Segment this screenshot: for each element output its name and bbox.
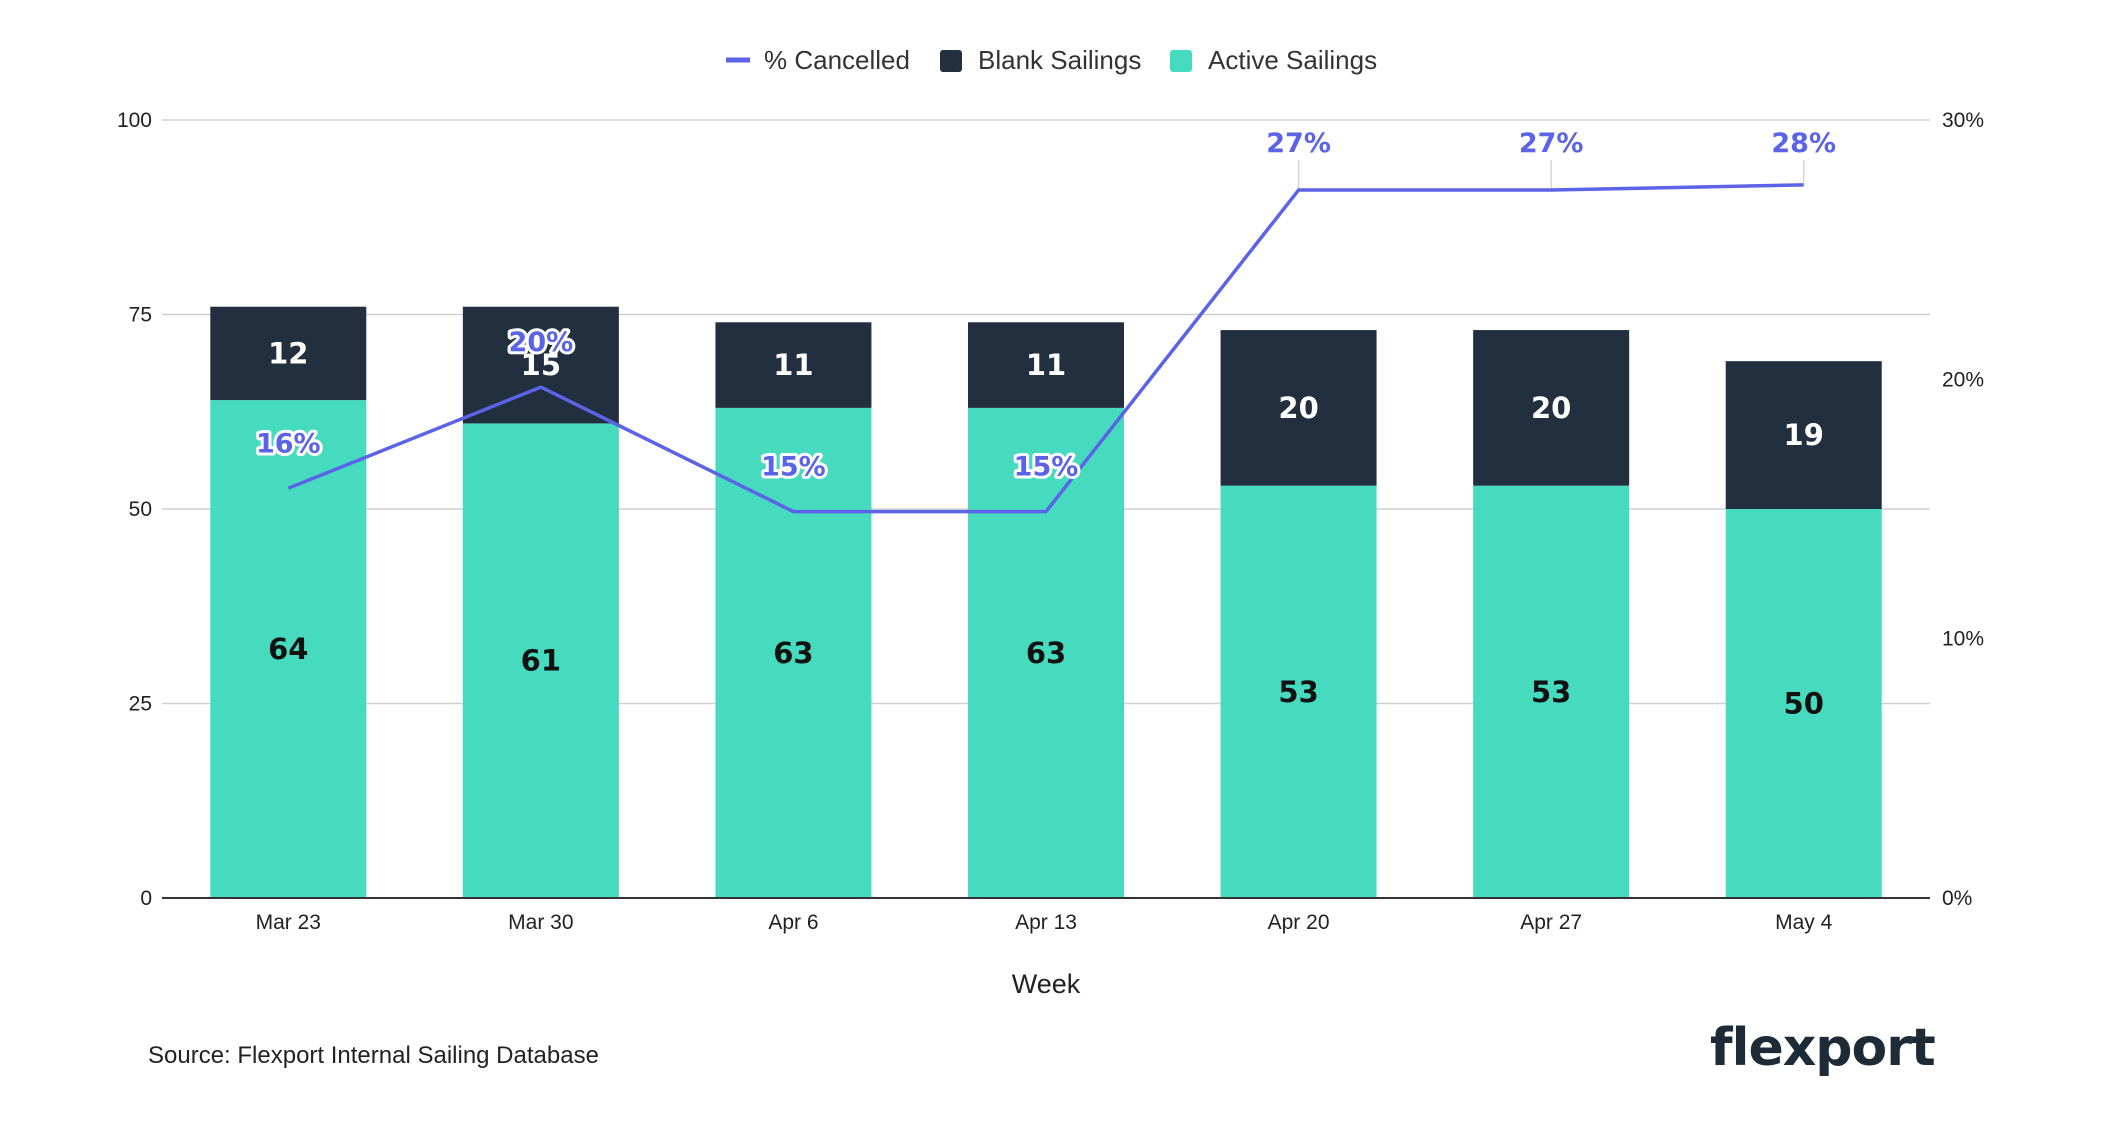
legend-label-0: % Cancelled <box>764 45 910 75</box>
legend-label-1: Blank Sailings <box>978 45 1141 75</box>
bar-blank-5 <box>1473 330 1630 486</box>
y2-tick-10: 10% <box>1942 628 1984 651</box>
data-labels: 64 12 61 15 63 11 63 11 53 20 53 20 50 19 16% 20% 15% 15%… <box>253 128 1836 721</box>
label-active-6: 50 <box>1784 687 1824 721</box>
legend-item-2: Active Sailings <box>1170 45 1377 75</box>
label-active-5: 53 <box>1531 675 1571 709</box>
bar-active-1 <box>462 423 619 898</box>
y-tick-25: 25 <box>129 693 152 716</box>
pct-label-3: 15% <box>1014 452 1079 483</box>
bar-active-4 <box>1220 485 1377 898</box>
pct-label-0: 16% <box>256 428 321 459</box>
flexport-logo: flexport <box>1710 1018 1936 1078</box>
pct-label-6: 28% <box>1771 128 1836 159</box>
label-blank-4: 20 <box>1278 391 1318 425</box>
label-active-2: 63 <box>773 636 813 670</box>
pct-label-1: 20% <box>509 327 574 358</box>
label-active-0: 64 <box>268 632 308 666</box>
y2-tick-30: 30% <box>1942 109 1984 132</box>
x-tick-6: May 4 <box>1775 911 1833 934</box>
label-blank-1: 15 <box>521 348 561 382</box>
x-tick-5: Apr 27 <box>1520 911 1582 934</box>
bar-blank-6 <box>1725 361 1882 509</box>
x-tick-1: Mar 30 <box>508 911 573 934</box>
label-blank-2: 11 <box>773 348 813 382</box>
label-blank-3: 11 <box>1026 348 1066 382</box>
label-blank-5: 20 <box>1531 391 1571 425</box>
x-tick-3: Apr 13 <box>1015 911 1077 934</box>
x-tick-4: Apr 20 <box>1268 911 1330 934</box>
legend-swatch-1 <box>940 50 962 72</box>
y-tick-100: 100 <box>117 109 152 132</box>
bar-active-6 <box>1725 509 1882 898</box>
label-blank-0: 12 <box>268 336 308 370</box>
x-axis-title: Week <box>1012 969 1081 999</box>
y2-tick-20: 20% <box>1942 368 1984 391</box>
x-tick-2: Apr 6 <box>768 911 818 934</box>
bar-active-3 <box>968 407 1124 898</box>
pct-label-5: 27% <box>1519 128 1584 159</box>
bar-blank-3 <box>968 322 1124 408</box>
legend-item-1: Blank Sailings <box>940 45 1141 75</box>
bar-active-0 <box>210 400 367 898</box>
legend-label-2: Active Sailings <box>1208 45 1377 75</box>
label-active-1: 61 <box>521 644 561 678</box>
label-active-4: 53 <box>1278 675 1318 709</box>
legend-item-0: % Cancelled <box>726 45 910 75</box>
label-active-3: 63 <box>1026 636 1066 670</box>
bar-blank-4 <box>1220 330 1377 486</box>
y-tick-50: 50 <box>129 498 152 521</box>
label-blank-6: 19 <box>1784 418 1824 452</box>
source-note: Source: Flexport Internal Sailing Databa… <box>148 1042 599 1069</box>
legend-swatch-2 <box>1170 50 1192 72</box>
bar-blank-2 <box>715 322 872 408</box>
pct-label-4: 27% <box>1266 128 1331 159</box>
legend: % Cancelled Blank Sailings Active Sailings <box>726 45 1377 75</box>
y-tick-75: 75 <box>129 304 152 327</box>
axes: 0 25 50 75 100 0% 10% 20% 30% Mar 23 Mar 30 Apr 6 Ap… <box>117 109 1984 999</box>
bar-active-2 <box>715 407 872 898</box>
y-tick-0: 0 <box>140 887 152 910</box>
x-tick-0: Mar 23 <box>256 911 321 934</box>
bar-blank-0 <box>210 306 367 401</box>
line-pct-cancelled <box>287 183 1804 514</box>
pct-label-2: 15% <box>761 452 826 483</box>
bar-blank-1 <box>462 306 619 424</box>
y2-tick-0: 0% <box>1942 887 1972 910</box>
bar-active-5 <box>1473 485 1630 898</box>
bars <box>210 306 1882 898</box>
pct-cancelled-line <box>287 183 1804 514</box>
